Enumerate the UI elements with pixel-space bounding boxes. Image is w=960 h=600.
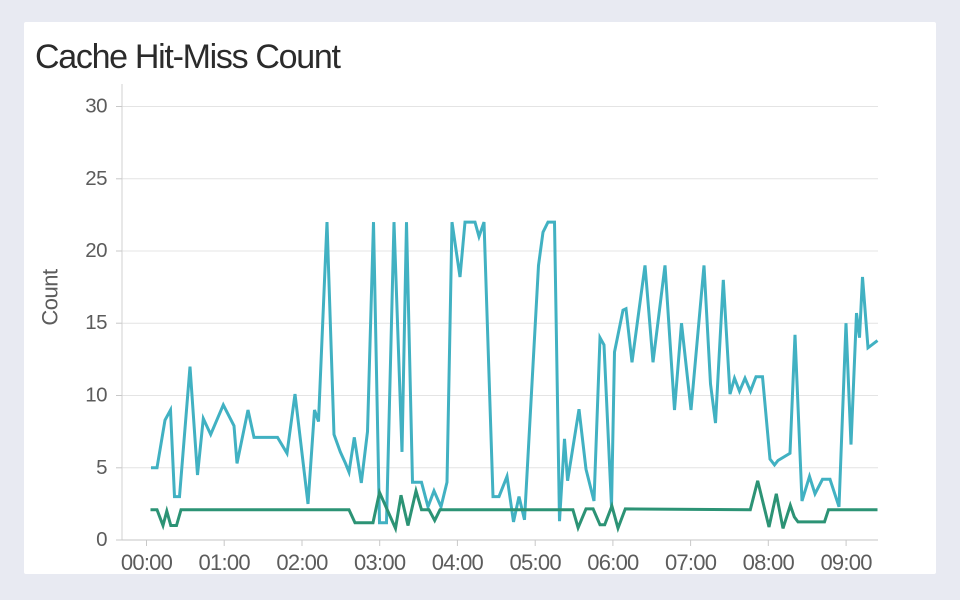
- svg-text:02:00: 02:00: [276, 550, 328, 575]
- svg-text:08:00: 08:00: [743, 550, 795, 575]
- svg-text:07:00: 07:00: [665, 550, 717, 575]
- svg-text:10: 10: [85, 384, 107, 407]
- svg-text:Count: Count: [38, 269, 63, 326]
- svg-text:25: 25: [85, 167, 107, 190]
- svg-text:5: 5: [96, 456, 107, 479]
- svg-text:04:00: 04:00: [432, 550, 484, 575]
- svg-text:20: 20: [85, 239, 107, 262]
- svg-text:15: 15: [85, 311, 107, 334]
- svg-text:03:00: 03:00: [354, 550, 406, 575]
- svg-text:00:00: 00:00: [121, 550, 173, 575]
- svg-text:05:00: 05:00: [510, 550, 562, 575]
- svg-text:09:00: 09:00: [820, 550, 872, 575]
- svg-text:06:00: 06:00: [587, 550, 639, 575]
- svg-text:0: 0: [96, 528, 107, 551]
- svg-text:30: 30: [85, 95, 107, 118]
- svg-text:01:00: 01:00: [199, 550, 251, 575]
